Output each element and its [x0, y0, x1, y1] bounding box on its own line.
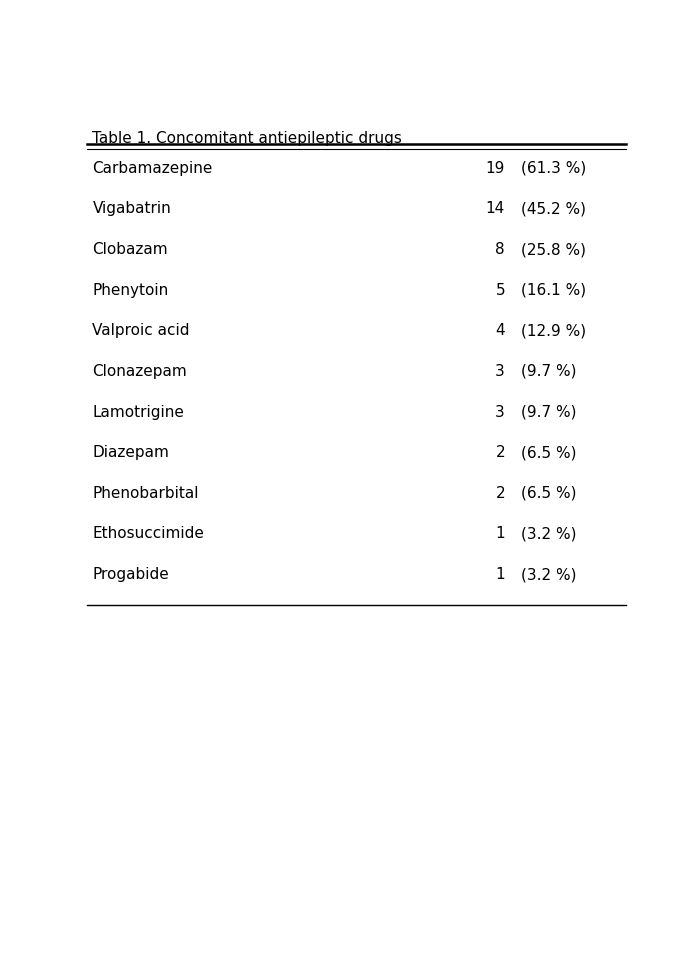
Text: Ethosuccimide: Ethosuccimide	[93, 527, 204, 541]
Text: 4: 4	[496, 323, 505, 338]
Text: (16.1 %): (16.1 %)	[521, 282, 586, 298]
Text: Phenytoin: Phenytoin	[93, 282, 168, 298]
Text: 2: 2	[496, 486, 505, 501]
Text: 1: 1	[496, 567, 505, 582]
Text: Lamotrigine: Lamotrigine	[93, 404, 184, 419]
Text: Valproic acid: Valproic acid	[93, 323, 190, 338]
Text: (61.3 %): (61.3 %)	[521, 161, 587, 176]
Text: 2: 2	[496, 446, 505, 460]
Text: Vigabatrin: Vigabatrin	[93, 201, 171, 217]
Text: Carbamazepine: Carbamazepine	[93, 161, 213, 176]
Text: Phenobarbital: Phenobarbital	[93, 486, 199, 501]
Text: 1: 1	[496, 527, 505, 541]
Text: (9.7 %): (9.7 %)	[521, 404, 577, 419]
Text: 3: 3	[496, 364, 505, 379]
Text: (45.2 %): (45.2 %)	[521, 201, 586, 217]
Text: (25.8 %): (25.8 %)	[521, 242, 586, 257]
Text: Clonazepam: Clonazepam	[93, 364, 187, 379]
Text: (3.2 %): (3.2 %)	[521, 527, 577, 541]
Text: 19: 19	[486, 161, 505, 176]
Text: Clobazam: Clobazam	[93, 242, 168, 257]
Text: Table 1. Concomitant antiepileptic drugs: Table 1. Concomitant antiepileptic drugs	[93, 131, 402, 146]
Text: 8: 8	[496, 242, 505, 257]
Text: 5: 5	[496, 282, 505, 298]
Text: Diazepam: Diazepam	[93, 446, 169, 460]
Text: (3.2 %): (3.2 %)	[521, 567, 577, 582]
Text: (6.5 %): (6.5 %)	[521, 486, 577, 501]
Text: (9.7 %): (9.7 %)	[521, 364, 577, 379]
Text: 14: 14	[486, 201, 505, 217]
Text: (6.5 %): (6.5 %)	[521, 446, 577, 460]
Text: Progabide: Progabide	[93, 567, 169, 582]
Text: (12.9 %): (12.9 %)	[521, 323, 586, 338]
Text: 3: 3	[496, 404, 505, 419]
